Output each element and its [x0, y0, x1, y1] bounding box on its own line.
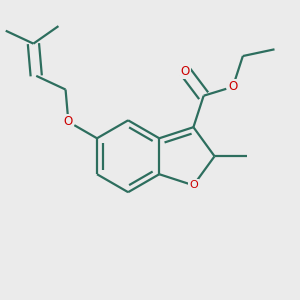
- Text: O: O: [181, 65, 190, 78]
- Text: O: O: [228, 80, 238, 93]
- Text: O: O: [64, 115, 73, 128]
- Text: O: O: [189, 180, 198, 190]
